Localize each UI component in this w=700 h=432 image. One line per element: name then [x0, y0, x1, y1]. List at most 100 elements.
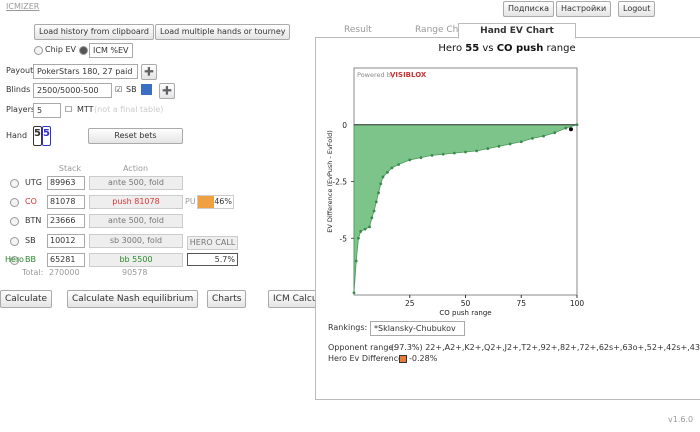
- x-tick-label: 75: [516, 299, 526, 308]
- radio[interactable]: [10, 237, 19, 246]
- checkbox[interactable]: ☐: [65, 105, 73, 114]
- calculate-button[interactable]: Calculate: [0, 290, 53, 308]
- pu-value: 46%: [197, 195, 234, 209]
- point: [475, 149, 479, 153]
- action[interactable]: push 81078: [89, 195, 183, 209]
- save-icon[interactable]: [141, 84, 152, 95]
- card[interactable]: 5: [42, 126, 51, 146]
- select[interactable]: 5: [33, 103, 61, 118]
- load-history-button[interactable]: Load history from clipboard: [34, 24, 154, 40]
- select[interactable]: ICM %EV: [89, 43, 133, 58]
- point: [377, 191, 380, 195]
- stack-input[interactable]: 65281: [47, 253, 85, 267]
- label: PU: [185, 197, 196, 206]
- point: [564, 126, 568, 130]
- add-button[interactable]: ➕: [141, 64, 157, 80]
- point: [374, 200, 378, 204]
- label: Hero: [5, 255, 24, 264]
- stack-input[interactable]: 10012: [47, 234, 85, 248]
- select[interactable]: 2500/5000-500: [33, 83, 112, 98]
- label: Hero Ev Difference:: [328, 354, 406, 363]
- logout-button[interactable]: Logout: [618, 1, 656, 17]
- select[interactable]: *Sklansky-Chubukov: [370, 321, 465, 336]
- point: [452, 151, 456, 155]
- point: [381, 175, 385, 179]
- action[interactable]: ante 500, fold: [89, 214, 183, 228]
- point: [542, 134, 545, 138]
- title-part: Hero: [438, 43, 462, 54]
- checkbox[interactable]: ☑: [115, 85, 123, 94]
- action[interactable]: ante 500, fold: [89, 176, 183, 190]
- point: [464, 150, 467, 154]
- point: [386, 171, 389, 174]
- point: [497, 144, 501, 148]
- point: [575, 123, 579, 127]
- version: v1.6.0: [668, 415, 694, 424]
- radio[interactable]: [10, 198, 19, 207]
- point: [390, 166, 394, 170]
- radio[interactable]: [10, 256, 19, 265]
- call-label: HERO CALL: [187, 236, 238, 250]
- logo[interactable]: ICMIZER: [6, 2, 40, 11]
- y-tick-label: -5: [340, 234, 348, 243]
- column-header: Action: [122, 164, 149, 173]
- select[interactable]: PokerStars 180, 27 paid: [33, 64, 138, 79]
- x-tick-label: 100: [570, 299, 585, 308]
- label: Rankings:: [328, 323, 368, 332]
- radio[interactable]: [79, 46, 88, 55]
- plot-area: [353, 67, 578, 296]
- load-multiple-button[interactable]: Load multiple hands or tourney: [155, 24, 291, 40]
- tab[interactable]: Result: [344, 25, 372, 35]
- label: Hand: [6, 131, 28, 140]
- reset-button[interactable]: Reset bets: [88, 128, 183, 144]
- title-part: vs: [482, 43, 493, 54]
- stack-input[interactable]: 23666: [47, 214, 85, 228]
- title-part: CO push: [497, 43, 544, 54]
- settings-button[interactable]: Настройки: [556, 1, 612, 17]
- call-value: 5.7%: [187, 253, 238, 266]
- point: [553, 131, 557, 135]
- tab[interactable]: Range Chart: [415, 25, 472, 35]
- total: 270000: [49, 268, 80, 277]
- point: [419, 156, 423, 160]
- subscribe-button[interactable]: Подписка: [503, 1, 555, 17]
- point: [508, 142, 512, 146]
- label: Opponent range:: [328, 343, 397, 352]
- action[interactable]: bb 5500: [89, 253, 183, 267]
- radio[interactable]: [34, 46, 43, 55]
- card[interactable]: 5: [33, 126, 42, 146]
- x-tick-label: 50: [461, 299, 471, 308]
- add-button[interactable]: ➕: [159, 83, 175, 99]
- value: -0.28%: [409, 354, 438, 363]
- powered-by: Powered by: [357, 71, 395, 79]
- point: [486, 147, 490, 150]
- stack-input[interactable]: 81078: [47, 195, 85, 209]
- radio[interactable]: [10, 217, 19, 226]
- y-axis-label: EV Difference (EvPush - EvFold): [326, 130, 334, 233]
- point: [357, 236, 360, 240]
- point: [379, 182, 383, 186]
- hero-marker: [568, 127, 573, 132]
- chart-title: Hero 55 vs CO push range: [438, 43, 575, 54]
- position: BB: [25, 255, 36, 264]
- point: [359, 230, 363, 233]
- column-header: Stack: [58, 164, 82, 173]
- position: BTN: [25, 216, 42, 225]
- radio[interactable]: [10, 179, 19, 188]
- point: [408, 158, 412, 162]
- label: Blinds: [6, 85, 31, 94]
- tab-active[interactable]: Hand EV Chart: [458, 23, 576, 39]
- chart: Hero 55 vs CO push range Powered byVISIBL…: [326, 43, 585, 317]
- x-axis-label: CO push range: [439, 309, 491, 317]
- charts-button[interactable]: Charts: [207, 290, 247, 308]
- action[interactable]: sb 3000, fold: [89, 234, 183, 248]
- range-text: (97.3%) 22+,A2+,K2+,Q2+,J2+,T2+,92+,82+,…: [391, 343, 700, 352]
- point: [430, 153, 434, 157]
- nash-button[interactable]: Calculate Nash equilibrium: [67, 290, 199, 308]
- total: 90578: [122, 268, 148, 277]
- point: [370, 216, 374, 220]
- stack-input[interactable]: 89963: [47, 176, 85, 190]
- note: (not a final table): [94, 105, 164, 114]
- swatch: [399, 355, 407, 363]
- point: [363, 227, 367, 231]
